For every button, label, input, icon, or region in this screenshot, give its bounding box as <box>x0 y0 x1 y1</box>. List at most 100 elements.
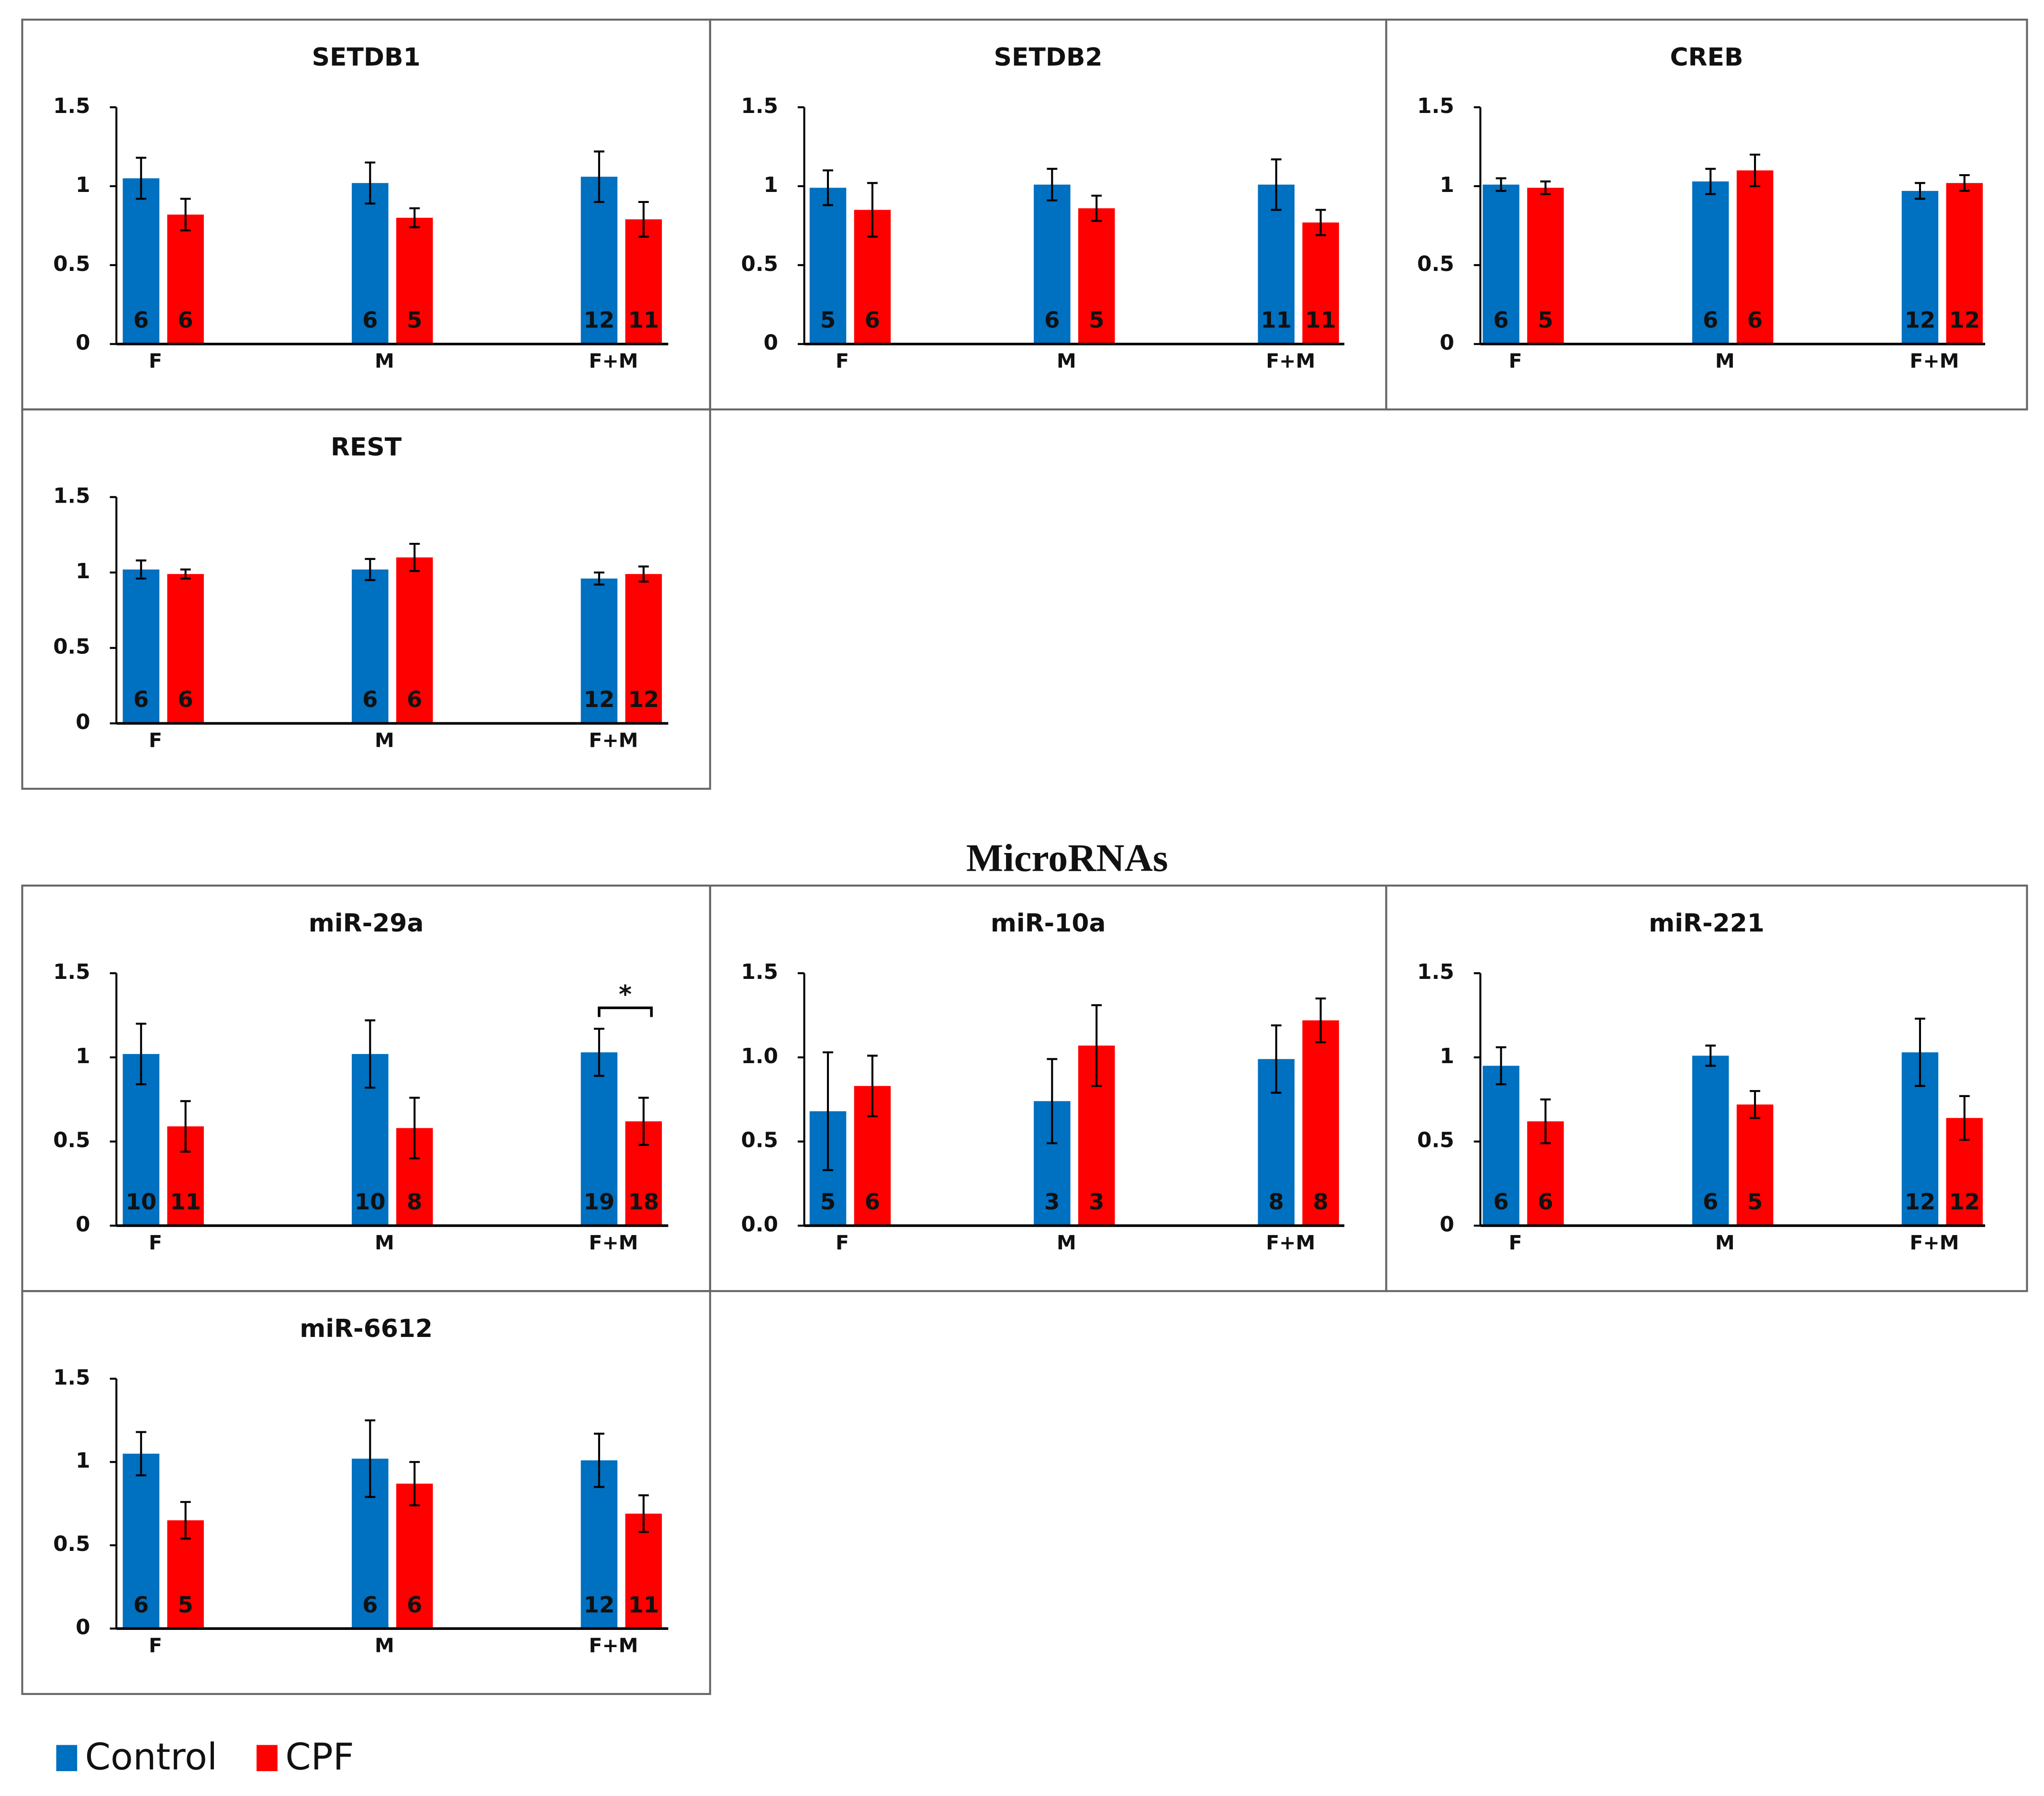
y-tick-label: 0.5 <box>741 1128 778 1153</box>
y-tick-label: 1 <box>76 173 90 197</box>
bar <box>1692 181 1729 344</box>
y-tick-label: 0.5 <box>53 1532 90 1556</box>
x-tick-label: M <box>1057 1231 1076 1254</box>
panel-frame <box>1385 18 2028 411</box>
n-label: 6 <box>407 1592 422 1617</box>
bar <box>123 178 160 344</box>
bar <box>1078 208 1115 344</box>
chart-panel: miR-221 0 0.5 1 1.5 6 6 12 6 5 12 F M F+M <box>1385 884 2028 1292</box>
n-label: 12 <box>584 1592 615 1617</box>
n-label: 6 <box>1538 1189 1553 1215</box>
n-label: 11 <box>170 1189 201 1215</box>
n-label: 6 <box>362 686 378 712</box>
x-tick-label: F <box>1509 1231 1522 1254</box>
n-label: 6 <box>1493 1189 1508 1215</box>
annotation: * <box>619 980 632 1009</box>
legend: Control CPF <box>56 1736 354 1778</box>
x-tick-label: F+M <box>589 349 638 372</box>
bar <box>1302 1020 1339 1226</box>
chart-title: miR-6612 <box>300 1314 433 1343</box>
chart-title: CREB <box>1670 43 1743 72</box>
y-tick-label: 0.5 <box>53 1128 90 1153</box>
n-label: 11 <box>628 1592 659 1617</box>
y-tick-label: 0 <box>1440 1212 1454 1237</box>
chart-panel: CREB 0 0.5 1 1.5 6 6 12 5 6 12 F M F+M <box>1385 18 2028 411</box>
n-label: 6 <box>178 686 193 712</box>
n-label: 6 <box>362 1592 378 1617</box>
y-tick-label: 1.5 <box>1417 960 1454 984</box>
y-tick-label: 0.0 <box>741 1212 778 1237</box>
n-label: 5 <box>1538 307 1553 333</box>
y-tick-label: 1.5 <box>1417 94 1454 118</box>
bar <box>625 219 662 344</box>
n-label: 3 <box>1089 1189 1104 1215</box>
n-label: 6 <box>134 686 149 712</box>
n-label: 18 <box>628 1189 659 1215</box>
significance-bracket <box>598 1006 653 1017</box>
y-tick-label: 0 <box>76 1212 90 1237</box>
x-tick-label: F+M <box>1910 1231 1959 1254</box>
bar <box>123 569 160 724</box>
x-tick-label: F <box>836 1231 849 1254</box>
y-tick-label: 1.5 <box>53 94 90 118</box>
n-label: 6 <box>1044 307 1060 333</box>
n-label: 12 <box>628 686 659 712</box>
bar <box>1483 1066 1519 1226</box>
n-label: 19 <box>584 1189 615 1215</box>
y-tick-label: 1.5 <box>741 94 778 118</box>
n-label: 11 <box>1305 307 1336 333</box>
legend-swatch <box>56 1745 78 1772</box>
bar <box>581 1460 618 1629</box>
bar <box>1736 1104 1774 1226</box>
x-tick-label: F+M <box>589 1634 638 1657</box>
y-tick-label: 0.5 <box>53 635 90 659</box>
bar <box>1258 184 1295 344</box>
bar <box>1946 183 1983 344</box>
bar <box>809 188 847 344</box>
chart-panel: miR-29a 0 0.5 1 1.5 10 10 19 11 8 18 F M F+M * <box>21 884 711 1292</box>
n-label: 12 <box>1949 1189 1980 1215</box>
x-tick-label: F+M <box>589 1231 638 1254</box>
n-label: 6 <box>362 307 378 333</box>
y-tick-label: 1 <box>76 559 90 584</box>
chart-title: SETDB1 <box>312 43 421 72</box>
bar <box>581 177 618 344</box>
n-label: 6 <box>1703 1189 1718 1215</box>
x-tick-label: F <box>149 349 162 372</box>
n-label: 11 <box>628 307 659 333</box>
bar <box>123 1453 160 1629</box>
x-tick-label: F <box>149 1231 162 1254</box>
bar <box>1527 188 1564 344</box>
y-tick-label: 0 <box>76 710 90 734</box>
bar <box>396 217 433 344</box>
panel-frame <box>21 408 711 790</box>
y-tick-label: 0 <box>76 331 90 355</box>
bar <box>167 574 204 724</box>
bar <box>1302 222 1339 344</box>
n-label: 6 <box>178 307 193 333</box>
chart-panel: REST 0 0.5 1 1.5 6 6 12 6 6 12 F M F+M <box>21 408 711 790</box>
y-tick-label: 1.5 <box>741 960 778 984</box>
chart-title: miR-29a <box>309 909 424 938</box>
n-label: 5 <box>820 307 836 333</box>
legend-label: CPF <box>285 1736 354 1778</box>
n-label: 12 <box>584 307 615 333</box>
bar <box>352 569 389 724</box>
x-tick-label: M <box>1715 1231 1735 1254</box>
x-tick-label: F <box>836 349 849 372</box>
n-label: 6 <box>134 1592 149 1617</box>
n-label: 5 <box>407 307 422 333</box>
y-tick-label: 1 <box>1440 1044 1454 1068</box>
x-tick-label: F+M <box>1910 349 1959 372</box>
y-tick-label: 0.5 <box>53 252 90 276</box>
n-label: 12 <box>1905 1189 1936 1215</box>
chart-title: miR-221 <box>1649 909 1765 938</box>
n-label: 6 <box>865 307 880 333</box>
y-tick-label: 0 <box>1440 331 1454 355</box>
y-tick-label: 0 <box>763 331 778 355</box>
y-tick-label: 1 <box>763 173 778 197</box>
chart-panel: SETDB1 0 0.5 1 1.5 6 6 12 6 5 11 F M F+M <box>21 18 711 411</box>
y-tick-label: 1 <box>76 1044 90 1068</box>
y-tick-label: 0.5 <box>1417 252 1454 276</box>
y-tick-label: 1.5 <box>53 1365 90 1390</box>
